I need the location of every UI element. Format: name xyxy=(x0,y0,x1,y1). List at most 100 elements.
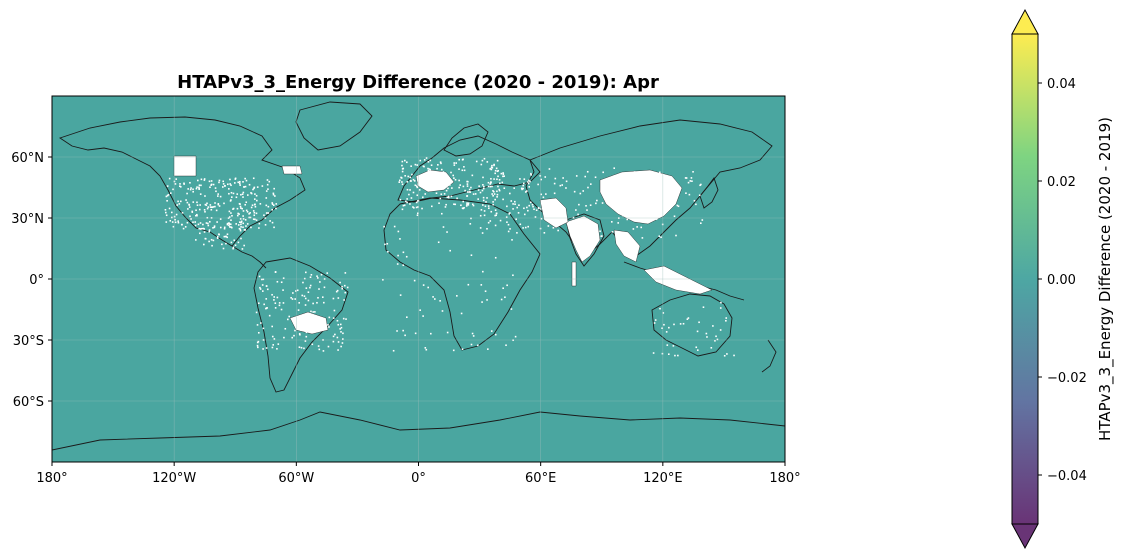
nodata-pixel xyxy=(677,205,680,208)
nodata-pixel xyxy=(340,345,342,348)
nodata-pixel xyxy=(204,195,206,197)
nodata-pixel xyxy=(212,206,215,208)
nodata-pixel xyxy=(406,201,408,204)
nodata-pixel xyxy=(233,239,235,242)
nodata-pixel xyxy=(240,237,242,240)
nodata-pixel xyxy=(484,290,487,293)
nodata-pixel xyxy=(502,198,504,201)
nodata-pixel xyxy=(333,309,336,312)
nodata-pixel xyxy=(255,194,258,197)
nodata-pixel xyxy=(198,227,200,230)
nodata-pixel xyxy=(402,329,404,332)
nodata-pixel xyxy=(682,322,685,325)
nodata-pixel xyxy=(552,226,555,229)
x-tick-label: 180° xyxy=(769,471,800,486)
nodata-pixel xyxy=(200,184,202,187)
nodata-pixel xyxy=(413,207,415,209)
nodata-pixel xyxy=(202,223,204,226)
nodata-pixel xyxy=(343,299,345,301)
nodata-pixel xyxy=(339,328,341,330)
nodata-pixel xyxy=(481,232,484,234)
x-tick-label: 60°W xyxy=(278,471,314,486)
nodata-pixel xyxy=(539,175,542,177)
nodata-pixel xyxy=(207,222,209,225)
nodata-pixel xyxy=(175,178,178,180)
nodata-pixel xyxy=(701,219,704,221)
y-tick-label: 30°N xyxy=(11,212,44,227)
nodata-pixel xyxy=(705,332,708,335)
nodata-pixel xyxy=(407,175,410,178)
nodata-pixel xyxy=(318,288,320,290)
nodata-pixel xyxy=(232,207,235,210)
nodata-pixel xyxy=(471,203,474,206)
nodata-pixel xyxy=(265,285,268,287)
nodata-pixel xyxy=(294,329,296,332)
nodata-pixel xyxy=(451,187,453,189)
nodata-pixel xyxy=(242,222,245,225)
nodata-pixel xyxy=(327,345,330,348)
nodata-pixel xyxy=(527,225,529,228)
nodata-pixel xyxy=(442,187,445,190)
y-tick-label: 60°N xyxy=(11,151,44,166)
nodata-pixel xyxy=(467,202,470,205)
nodata-pixel xyxy=(662,312,665,314)
nodata-pixel xyxy=(653,200,655,203)
nodata-pixel xyxy=(572,216,575,219)
nodata-pixel xyxy=(192,221,194,224)
nodata-pixel xyxy=(482,176,484,179)
nodata-pixel xyxy=(468,191,471,193)
nodata-pixel xyxy=(633,171,636,173)
nodata-pixel xyxy=(276,348,278,350)
nodata-pixel xyxy=(446,331,449,334)
nodata-pixel xyxy=(399,238,401,240)
nodata-pixel xyxy=(425,348,428,351)
nodata-pixel xyxy=(245,179,248,182)
nodata-pixel xyxy=(228,223,231,225)
nodata-pixel xyxy=(496,178,498,181)
nodata-pixel xyxy=(314,311,316,313)
nodata-pixel xyxy=(236,207,239,210)
nodata-pixel xyxy=(475,160,478,163)
nodata-pixel xyxy=(259,286,261,289)
nodata-pixel xyxy=(494,256,497,259)
nodata-pixel xyxy=(192,188,194,191)
nodata-pixel xyxy=(487,181,490,184)
nodata-pixel xyxy=(230,191,233,194)
nodata-pixel xyxy=(622,214,625,217)
nodata-pixel xyxy=(326,272,329,274)
nodata-pixel xyxy=(238,213,240,215)
nodata-pixel xyxy=(410,165,412,168)
nodata-pixel xyxy=(219,226,222,229)
nodata-pixel xyxy=(196,201,198,204)
nodata-pixel xyxy=(590,183,592,185)
nodata-pixel xyxy=(447,196,450,199)
nodata-pixel xyxy=(174,221,177,224)
nodata-pixel xyxy=(186,221,189,224)
nodata-pixel xyxy=(448,184,451,186)
nodata-pixel xyxy=(172,225,175,228)
nodata-pixel xyxy=(316,301,318,304)
nodata-pixel xyxy=(409,189,411,191)
nodata-pixel xyxy=(393,225,396,228)
nodata-pixel xyxy=(282,302,285,304)
nodata-pixel xyxy=(613,167,616,169)
nodata-pixel xyxy=(535,209,538,212)
nodata-pixel xyxy=(262,327,265,330)
nodata-pixel xyxy=(195,239,197,241)
nodata-pixel xyxy=(165,221,168,223)
nodata-pixel xyxy=(678,189,681,191)
nodata-pixel xyxy=(198,184,201,187)
nodata-pixel xyxy=(167,194,170,196)
nodata-pixel xyxy=(650,182,653,184)
nodata-pixel xyxy=(454,178,457,181)
nodata-pixel xyxy=(487,221,490,224)
nodata-pixel xyxy=(675,234,677,237)
nodata-pixel xyxy=(522,184,524,187)
nodata-pixel xyxy=(244,203,247,206)
nodata-pixel xyxy=(466,203,468,206)
nodata-pixel xyxy=(240,207,242,209)
map-panel xyxy=(52,96,785,462)
x-axis-ticks: 180° 120°W 60°W 0° 60°E 120°E 180° xyxy=(36,462,801,486)
nodata-pixel xyxy=(300,346,303,349)
nodata-pixel xyxy=(240,220,243,223)
